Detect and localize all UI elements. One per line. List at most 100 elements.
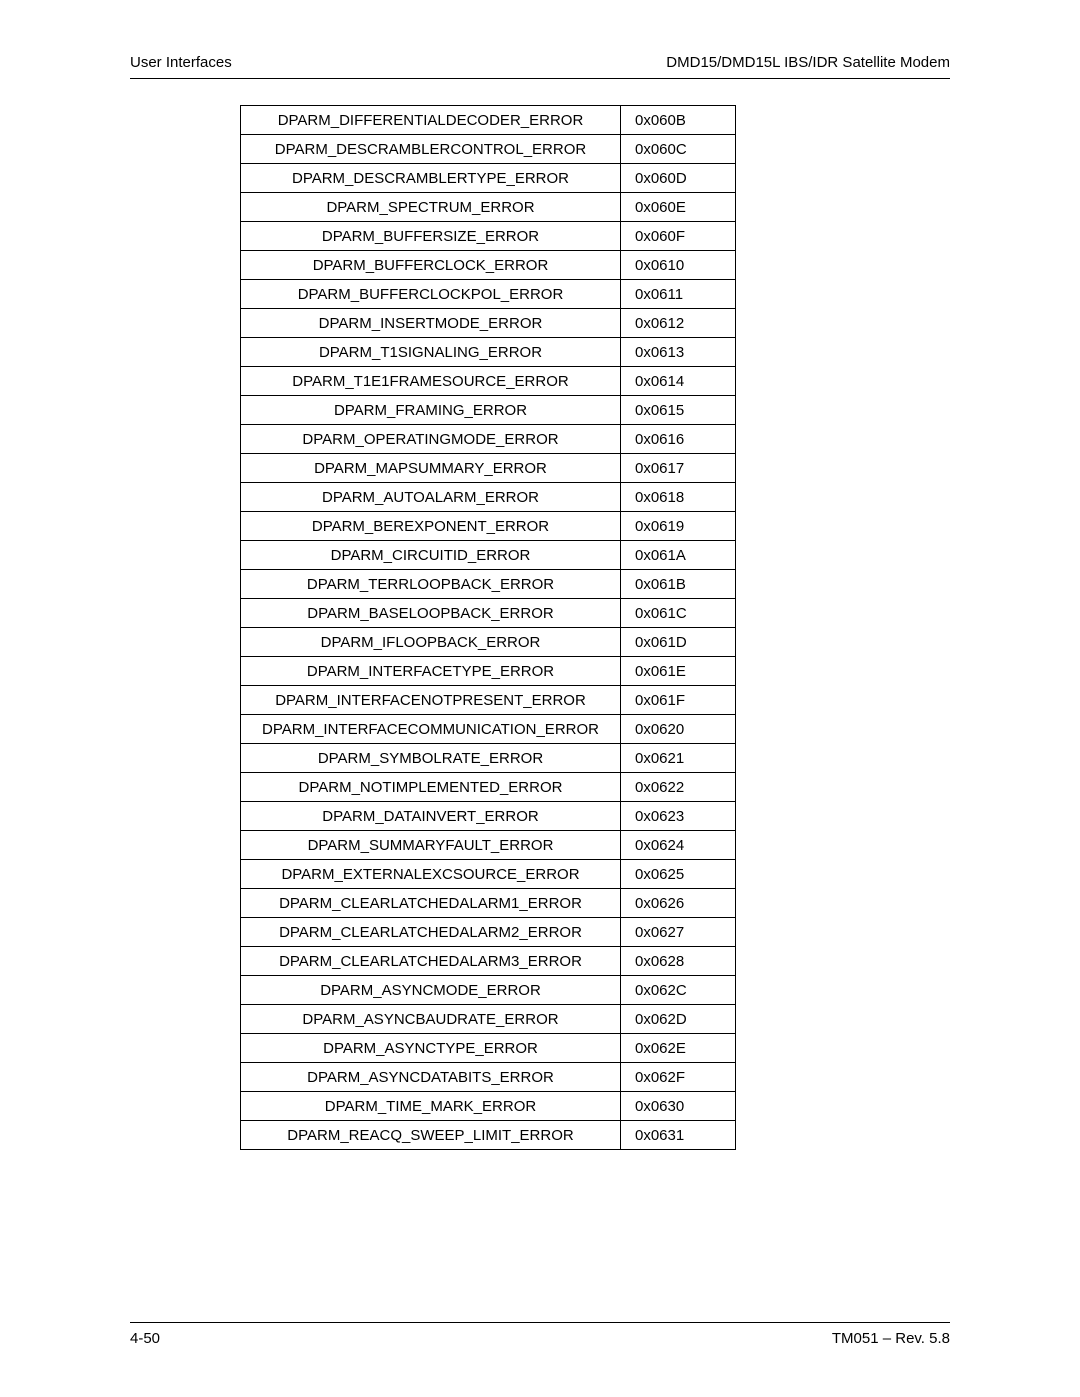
error-name-cell: DPARM_BASELOOPBACK_ERROR xyxy=(241,599,621,628)
table-row: DPARM_TERRLOOPBACK_ERROR0x061B xyxy=(241,570,736,599)
header-rule xyxy=(130,78,950,79)
table-row: DPARM_IFLOOPBACK_ERROR0x061D xyxy=(241,628,736,657)
error-name-cell: DPARM_TERRLOOPBACK_ERROR xyxy=(241,570,621,599)
error-code-cell: 0x062D xyxy=(621,1005,736,1034)
page: User Interfaces DMD15/DMD15L IBS/IDR Sat… xyxy=(0,0,1080,1397)
table-row: DPARM_CIRCUITID_ERROR0x061A xyxy=(241,541,736,570)
error-name-cell: DPARM_CLEARLATCHEDALARM3_ERROR xyxy=(241,947,621,976)
error-code-cell: 0x0623 xyxy=(621,802,736,831)
error-code-cell: 0x062F xyxy=(621,1063,736,1092)
error-name-cell: DPARM_TIME_MARK_ERROR xyxy=(241,1092,621,1121)
error-name-cell: DPARM_SUMMARYFAULT_ERROR xyxy=(241,831,621,860)
error-name-cell: DPARM_ASYNCBAUDRATE_ERROR xyxy=(241,1005,621,1034)
error-code-cell: 0x0612 xyxy=(621,309,736,338)
error-name-cell: DPARM_T1SIGNALING_ERROR xyxy=(241,338,621,367)
table-row: DPARM_BUFFERSIZE_ERROR0x060F xyxy=(241,222,736,251)
table-row: DPARM_DESCRAMBLERTYPE_ERROR0x060D xyxy=(241,164,736,193)
error-code-cell: 0x061E xyxy=(621,657,736,686)
table-row: DPARM_REACQ_SWEEP_LIMIT_ERROR0x0631 xyxy=(241,1121,736,1150)
footer-left: 4-50 xyxy=(130,1330,160,1347)
error-code-cell: 0x0611 xyxy=(621,280,736,309)
error-code-cell: 0x0622 xyxy=(621,773,736,802)
table-row: DPARM_INSERTMODE_ERROR0x0612 xyxy=(241,309,736,338)
error-name-cell: DPARM_FRAMING_ERROR xyxy=(241,396,621,425)
error-code-cell: 0x0628 xyxy=(621,947,736,976)
table-row: DPARM_ASYNCBAUDRATE_ERROR0x062D xyxy=(241,1005,736,1034)
error-code-cell: 0x0625 xyxy=(621,860,736,889)
table-row: DPARM_CLEARLATCHEDALARM3_ERROR0x0628 xyxy=(241,947,736,976)
header-left: User Interfaces xyxy=(130,54,232,71)
error-code-cell: 0x0614 xyxy=(621,367,736,396)
table-row: DPARM_DESCRAMBLERCONTROL_ERROR0x060C xyxy=(241,135,736,164)
table-row: DPARM_T1SIGNALING_ERROR0x0613 xyxy=(241,338,736,367)
table-row: DPARM_NOTIMPLEMENTED_ERROR0x0622 xyxy=(241,773,736,802)
error-name-cell: DPARM_DESCRAMBLERTYPE_ERROR xyxy=(241,164,621,193)
table-row: DPARM_CLEARLATCHEDALARM1_ERROR0x0626 xyxy=(241,889,736,918)
error-code-cell: 0x0630 xyxy=(621,1092,736,1121)
error-code-cell: 0x061C xyxy=(621,599,736,628)
error-code-cell: 0x062E xyxy=(621,1034,736,1063)
error-code-cell: 0x060C xyxy=(621,135,736,164)
error-code-cell: 0x0610 xyxy=(621,251,736,280)
table-row: DPARM_ASYNCTYPE_ERROR0x062E xyxy=(241,1034,736,1063)
error-name-cell: DPARM_DIFFERENTIALDECODER_ERROR xyxy=(241,106,621,135)
error-name-cell: DPARM_CLEARLATCHEDALARM2_ERROR xyxy=(241,918,621,947)
table-row: DPARM_BUFFERCLOCKPOL_ERROR0x0611 xyxy=(241,280,736,309)
error-name-cell: DPARM_INTERFACECOMMUNICATION_ERROR xyxy=(241,715,621,744)
table-row: DPARM_BUFFERCLOCK_ERROR0x0610 xyxy=(241,251,736,280)
header-right: DMD15/DMD15L IBS/IDR Satellite Modem xyxy=(666,54,950,71)
error-code-cell: 0x0619 xyxy=(621,512,736,541)
table-row: DPARM_BASELOOPBACK_ERROR0x061C xyxy=(241,599,736,628)
table-row: DPARM_CLEARLATCHEDALARM2_ERROR0x0627 xyxy=(241,918,736,947)
table-row: DPARM_DATAINVERT_ERROR0x0623 xyxy=(241,802,736,831)
table-row: DPARM_SYMBOLRATE_ERROR0x0621 xyxy=(241,744,736,773)
table-row: DPARM_DIFFERENTIALDECODER_ERROR0x060B xyxy=(241,106,736,135)
table-row: DPARM_INTERFACECOMMUNICATION_ERROR0x0620 xyxy=(241,715,736,744)
error-name-cell: DPARM_INTERFACETYPE_ERROR xyxy=(241,657,621,686)
error-name-cell: DPARM_CIRCUITID_ERROR xyxy=(241,541,621,570)
page-header: User Interfaces DMD15/DMD15L IBS/IDR Sat… xyxy=(130,54,950,71)
error-name-cell: DPARM_MAPSUMMARY_ERROR xyxy=(241,454,621,483)
table-row: DPARM_INTERFACENOTPRESENT_ERROR0x061F xyxy=(241,686,736,715)
error-name-cell: DPARM_T1E1FRAMESOURCE_ERROR xyxy=(241,367,621,396)
error-code-cell: 0x0613 xyxy=(621,338,736,367)
error-name-cell: DPARM_OPERATINGMODE_ERROR xyxy=(241,425,621,454)
error-name-cell: DPARM_EXTERNALEXCSOURCE_ERROR xyxy=(241,860,621,889)
error-code-cell: 0x0624 xyxy=(621,831,736,860)
error-code-cell: 0x060D xyxy=(621,164,736,193)
table-row: DPARM_BEREXPONENT_ERROR0x0619 xyxy=(241,512,736,541)
error-code-cell: 0x0617 xyxy=(621,454,736,483)
error-name-cell: DPARM_INSERTMODE_ERROR xyxy=(241,309,621,338)
table-row: DPARM_ASYNCMODE_ERROR0x062C xyxy=(241,976,736,1005)
error-code-cell: 0x061D xyxy=(621,628,736,657)
table-row: DPARM_ASYNCDATABITS_ERROR0x062F xyxy=(241,1063,736,1092)
error-code-cell: 0x0626 xyxy=(621,889,736,918)
error-code-cell: 0x0620 xyxy=(621,715,736,744)
error-code-cell: 0x0627 xyxy=(621,918,736,947)
error-code-cell: 0x061B xyxy=(621,570,736,599)
error-code-cell: 0x0631 xyxy=(621,1121,736,1150)
table-row: DPARM_T1E1FRAMESOURCE_ERROR0x0614 xyxy=(241,367,736,396)
error-name-cell: DPARM_BEREXPONENT_ERROR xyxy=(241,512,621,541)
error-name-cell: DPARM_REACQ_SWEEP_LIMIT_ERROR xyxy=(241,1121,621,1150)
error-name-cell: DPARM_ASYNCTYPE_ERROR xyxy=(241,1034,621,1063)
error-name-cell: DPARM_DESCRAMBLERCONTROL_ERROR xyxy=(241,135,621,164)
error-table-container: DPARM_DIFFERENTIALDECODER_ERROR0x060BDPA… xyxy=(240,105,735,1150)
error-name-cell: DPARM_SYMBOLRATE_ERROR xyxy=(241,744,621,773)
error-table-body: DPARM_DIFFERENTIALDECODER_ERROR0x060BDPA… xyxy=(241,106,736,1150)
error-name-cell: DPARM_ASYNCMODE_ERROR xyxy=(241,976,621,1005)
error-code-cell: 0x061F xyxy=(621,686,736,715)
table-row: DPARM_TIME_MARK_ERROR0x0630 xyxy=(241,1092,736,1121)
error-name-cell: DPARM_SPECTRUM_ERROR xyxy=(241,193,621,222)
table-row: DPARM_SUMMARYFAULT_ERROR0x0624 xyxy=(241,831,736,860)
table-row: DPARM_AUTOALARM_ERROR0x0618 xyxy=(241,483,736,512)
footer-right: TM051 – Rev. 5.8 xyxy=(832,1330,950,1347)
error-name-cell: DPARM_BUFFERCLOCKPOL_ERROR xyxy=(241,280,621,309)
error-code-cell: 0x0618 xyxy=(621,483,736,512)
table-row: DPARM_SPECTRUM_ERROR0x060E xyxy=(241,193,736,222)
table-row: DPARM_FRAMING_ERROR0x0615 xyxy=(241,396,736,425)
error-code-cell: 0x062C xyxy=(621,976,736,1005)
error-code-cell: 0x0615 xyxy=(621,396,736,425)
error-name-cell: DPARM_BUFFERSIZE_ERROR xyxy=(241,222,621,251)
error-name-cell: DPARM_BUFFERCLOCK_ERROR xyxy=(241,251,621,280)
